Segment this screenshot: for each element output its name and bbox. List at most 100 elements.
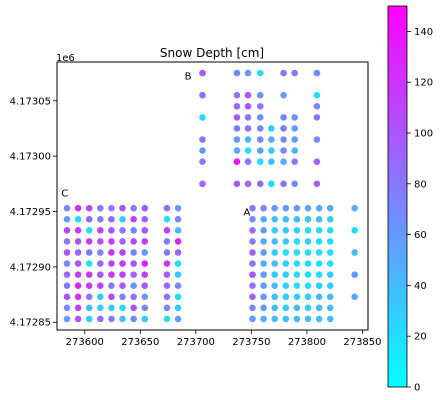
data-point-b — [244, 91, 252, 99]
data-point-c — [119, 315, 126, 323]
x-tick-label: 273650 — [121, 337, 159, 348]
data-point-a — [315, 315, 323, 323]
data-point-a — [315, 293, 323, 301]
x-tick-label: 273750 — [232, 337, 270, 348]
data-point-b — [233, 147, 241, 154]
data-point-c — [63, 315, 71, 323]
data-point-a — [282, 227, 290, 234]
data-point-b — [291, 69, 298, 77]
data-points — [63, 69, 358, 323]
data-point-a — [271, 204, 279, 212]
data-point-c — [63, 215, 71, 223]
data-point-c — [63, 238, 71, 245]
data-point-a — [326, 215, 334, 223]
data-point-b — [256, 147, 264, 154]
data-point-c — [74, 238, 82, 245]
data-point-a — [326, 204, 334, 212]
data-point-c — [163, 204, 171, 212]
data-point-a — [304, 204, 312, 212]
data-point-b — [291, 158, 298, 165]
data-point-a — [315, 227, 323, 234]
data-point-c — [85, 293, 93, 301]
data-point-a — [315, 215, 323, 223]
data-point-b — [268, 147, 275, 154]
data-point-c — [108, 293, 115, 301]
data-point-a — [326, 260, 334, 267]
data-point-c — [174, 215, 182, 223]
data-point-b — [313, 158, 321, 165]
data-point-a — [282, 315, 290, 323]
data-point-b — [244, 180, 252, 188]
data-point-b — [280, 91, 287, 99]
data-point-b — [244, 114, 252, 121]
data-point-a — [315, 238, 323, 245]
area-labels: A B C — [61, 71, 250, 218]
x-tick-label: 273850 — [343, 337, 381, 348]
data-point-c — [130, 227, 137, 234]
data-point-c — [163, 249, 171, 256]
data-point-a — [260, 260, 267, 267]
data-point-c — [63, 260, 71, 267]
x-tick-label: 273700 — [177, 337, 215, 348]
data-point-a — [249, 304, 256, 312]
data-point-b — [313, 136, 321, 143]
data-point-a — [304, 249, 312, 256]
data-point-a — [293, 315, 301, 323]
data-point-a — [293, 304, 301, 312]
plot-frame — [56, 61, 369, 331]
data-point-c — [119, 282, 126, 290]
data-point-b — [199, 69, 206, 77]
colorbar-tick-label: 0 — [414, 383, 420, 394]
data-point-a — [249, 271, 256, 278]
data-point-a — [260, 249, 267, 256]
data-point-c — [85, 304, 93, 312]
data-point-c — [97, 304, 104, 312]
data-point-c — [74, 282, 82, 290]
data-point-a — [293, 227, 301, 234]
data-point-a — [282, 249, 290, 256]
y-offset-text: 1e6 — [56, 53, 75, 64]
data-point-c — [74, 304, 82, 312]
data-point-b — [199, 136, 206, 143]
data-point-c — [108, 282, 115, 290]
data-point-a — [260, 293, 267, 301]
chart-title: Snow Depth [cm] — [160, 46, 264, 60]
data-point-b — [233, 158, 241, 165]
data-point-c — [97, 282, 104, 290]
data-point-c — [141, 249, 149, 256]
data-point-a — [326, 304, 334, 312]
data-point-c — [130, 304, 137, 312]
x-tick-label: 273600 — [66, 337, 104, 348]
data-point-c — [85, 215, 93, 223]
data-point-c — [85, 204, 93, 212]
axis-ticks: 273600 273650 273700 273750 273800 273850 4.17… — [10, 96, 382, 348]
data-point-c — [108, 304, 115, 312]
data-point-c — [108, 215, 115, 223]
data-point-c — [163, 271, 171, 278]
data-point-b — [244, 102, 252, 110]
data-point-a — [271, 271, 279, 278]
data-point-c — [85, 315, 93, 323]
data-point-a — [293, 204, 301, 212]
data-point-c — [130, 215, 137, 223]
data-point-a — [351, 227, 358, 234]
data-point-c — [97, 249, 104, 256]
colorbar-tick-label: 120 — [414, 78, 433, 89]
data-point-c — [74, 204, 82, 212]
data-point-b — [280, 125, 287, 132]
data-point-c — [63, 204, 71, 212]
data-point-c — [85, 238, 93, 245]
data-point-b — [280, 180, 287, 188]
data-point-a — [271, 293, 279, 301]
data-point-a — [304, 215, 312, 223]
y-tick-label: 4.17305 — [10, 96, 51, 107]
data-point-b — [280, 69, 287, 77]
data-point-c — [119, 249, 126, 256]
data-point-b — [291, 114, 298, 121]
data-point-a — [282, 204, 290, 212]
data-point-c — [163, 282, 171, 290]
data-point-a — [271, 260, 279, 267]
data-point-c — [174, 282, 182, 290]
data-point-a — [293, 282, 301, 290]
data-point-a — [249, 215, 256, 223]
